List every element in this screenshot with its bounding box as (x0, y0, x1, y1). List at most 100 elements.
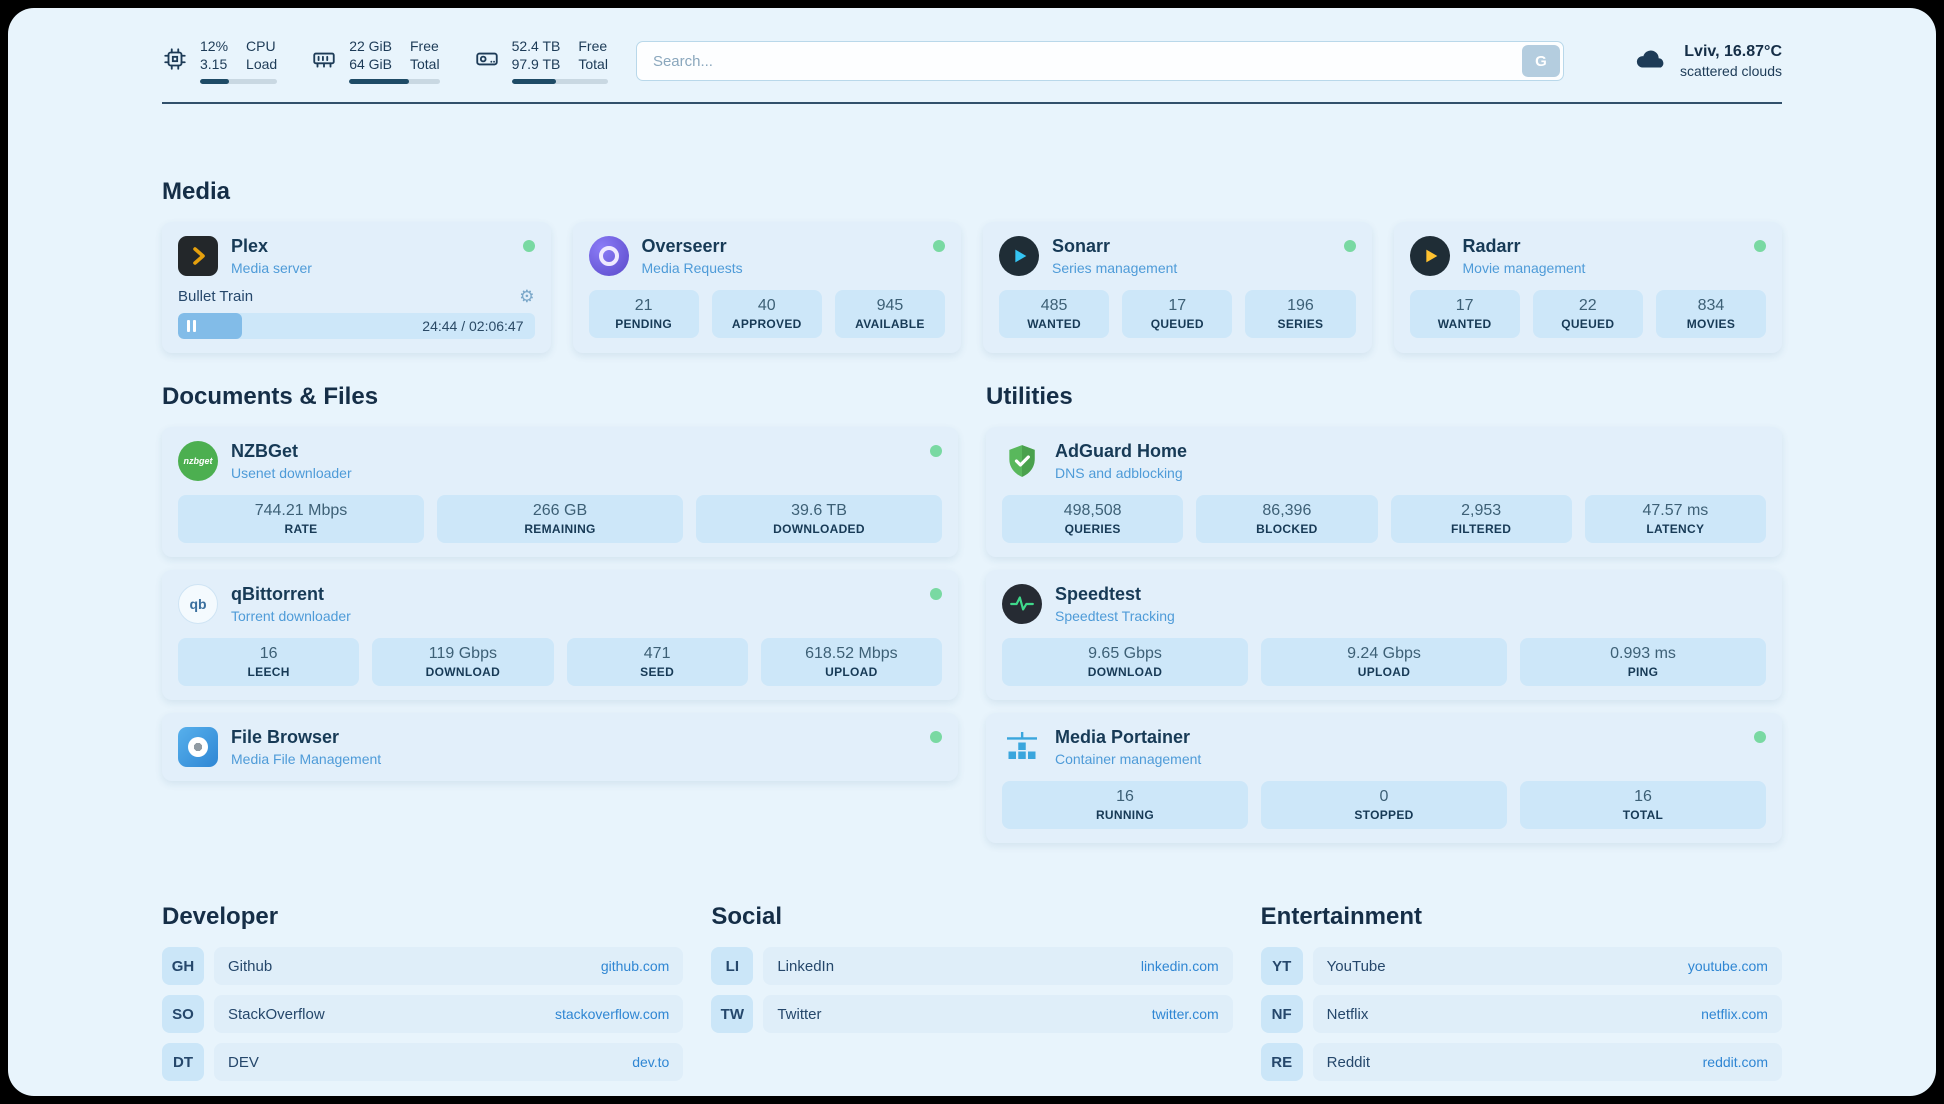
service-name: NZBGet (231, 441, 298, 461)
overseerr-icon (588, 236, 629, 276)
bookmark-netflix[interactable]: NF Netflix netflix.com (1260, 995, 1782, 1033)
section-media: Media Plex Media server (162, 178, 1782, 353)
stat-value: 9.65 Gbps (1088, 645, 1162, 662)
section-utilities: Utilities AdGu (986, 383, 1782, 843)
speedtest-icon (1002, 584, 1042, 624)
service-card-sonarr[interactable]: Sonarr Series management 485 WANTED 17 Q… (983, 222, 1372, 353)
stat-filtered: 2,953 FILTERED (1390, 495, 1572, 543)
service-card-adguard[interactable]: AdGuard Home DNS and adblocking 498,508 … (986, 427, 1782, 557)
service-card-plex[interactable]: Plex Media server Bullet Train ⚙ (162, 222, 551, 353)
card-titles-sonarr: Sonarr Series management (1052, 236, 1331, 276)
playback-progress-bar[interactable]: 24:44 / 02:06:47 (178, 313, 535, 339)
stat-value: 22 (1578, 297, 1597, 314)
service-card-nzbget[interactable]: nzbget NZBGet Usenet downloader 744.21 M… (162, 427, 958, 557)
cpu-progress-fill (200, 79, 230, 84)
search-engine-button[interactable]: G (1522, 45, 1560, 77)
nzbget-icon: nzbget (178, 441, 218, 481)
card-head-sonarr: Sonarr Series management (999, 236, 1356, 276)
filebrowser-icon (178, 727, 218, 767)
bookmark-url[interactable]: youtube.com (1687, 958, 1768, 974)
bookmark-url[interactable]: github.com (600, 958, 670, 974)
ram-total-label: Total (410, 56, 440, 72)
stat-label: LEECH (247, 665, 290, 679)
service-subtitle: Media File Management (231, 751, 382, 767)
nzbget-stats: 744.21 Mbps RATE 266 GB REMAINING 39.6 T… (178, 495, 942, 543)
bookmark-reddit[interactable]: RE Reddit reddit.com (1260, 1043, 1782, 1081)
disk-free-label: Free (578, 38, 608, 54)
service-subtitle: Speedtest Tracking (1055, 608, 1175, 624)
gear-icon[interactable]: ⚙ (519, 287, 535, 306)
service-subtitle: Torrent downloader (231, 608, 351, 624)
service-card-portainer[interactable]: Media Portainer Container management 16 … (986, 713, 1782, 843)
cpu-widget-body: 12% CPU 3.15 Load (200, 38, 278, 84)
service-card-radarr[interactable]: Radarr Movie management 17 WANTED 22 QUE… (1393, 222, 1782, 353)
section-title-utilities: Utilities (986, 383, 1073, 410)
bookmark-dev[interactable]: DT DEV dev.to (162, 1043, 684, 1081)
bookmark-linkedin[interactable]: LI LinkedIn linkedin.com (711, 947, 1233, 985)
bookmark-url[interactable]: netflix.com (1701, 1006, 1768, 1022)
weather-location: Lviv, 16.87°C (1684, 43, 1782, 60)
service-card-filebrowser[interactable]: File Browser Media File Management (162, 713, 958, 781)
service-subtitle: Usenet downloader (231, 465, 352, 481)
disk-total-value: 97.9 TB (511, 56, 561, 72)
stat-queued: 17 QUEUED (1122, 290, 1233, 338)
portainer-icon (1002, 727, 1042, 767)
bookmark-name: StackOverflow (228, 1005, 325, 1023)
bookmark-url[interactable]: twitter.com (1151, 1006, 1219, 1022)
bookmark-url[interactable]: stackoverflow.com (554, 1006, 670, 1022)
bookmark-url[interactable]: reddit.com (1702, 1054, 1768, 1070)
qbittorrent-stats: 16 LEECH 119 Gbps DOWNLOAD 471 SEED (178, 638, 942, 686)
card-head-adguard: AdGuard Home DNS and adblocking (1002, 441, 1766, 481)
stat-blocked: 86,396 BLOCKED (1196, 495, 1378, 543)
stat-label: WANTED (1437, 317, 1492, 331)
bookmark-name: YouTube (1326, 957, 1386, 975)
bookmark-twitter[interactable]: TW Twitter twitter.com (711, 995, 1233, 1033)
ram-total-value: 64 GiB (349, 56, 392, 72)
stat-label: STOPPED (1354, 808, 1414, 822)
stat-value: 945 (876, 297, 904, 314)
stat-value: 0.993 ms (1610, 645, 1676, 662)
cpu-load-value: 3.15 (200, 56, 228, 72)
service-card-speedtest[interactable]: Speedtest Speedtest Tracking 9.65 Gbps D… (986, 570, 1782, 700)
service-card-overseerr[interactable]: Overseerr Media Requests 21 PENDING 40 A… (572, 222, 961, 353)
section-title-entertainment: Entertainment (1260, 903, 1423, 930)
service-subtitle: DNS and adblocking (1055, 465, 1183, 481)
stat-value: 17 (1168, 297, 1187, 314)
card-head-qbittorrent: qb qBittorrent Torrent downloader (178, 584, 942, 624)
section-title-documents: Documents & Files (162, 383, 379, 410)
bookmark-url[interactable]: dev.to (632, 1054, 670, 1070)
stat-downloaded: 39.6 TB DOWNLOADED (696, 495, 942, 543)
bookmark-abbr: YT (1260, 947, 1303, 985)
stat-value: 17 (1455, 297, 1474, 314)
service-card-qbittorrent[interactable]: qb qBittorrent Torrent downloader 16 LEE… (162, 570, 958, 700)
system-widgets: 12% CPU 3.15 Load (162, 38, 608, 84)
stat-value: 266 GB (532, 502, 588, 519)
stat-approved: 40 APPROVED (711, 290, 822, 338)
bookmark-name: Netflix (1326, 1005, 1369, 1023)
card-head-plex: Plex Media server (178, 236, 535, 276)
section-title-media: Media (162, 178, 231, 205)
search-input[interactable] (635, 41, 1564, 81)
stat-label: SERIES (1277, 317, 1324, 331)
bookmarks-section: Developer GH Github github.com SO StackO… (162, 903, 1782, 1081)
bookmark-github[interactable]: GH Github github.com (162, 947, 684, 985)
stat-value: 16 (259, 645, 278, 662)
bookmark-url[interactable]: linkedin.com (1140, 958, 1219, 974)
stat-label: QUERIES (1064, 522, 1121, 536)
stat-upload: 9.24 Gbps UPLOAD (1261, 638, 1507, 686)
stat-label: TOTAL (1622, 808, 1664, 822)
card-head-speedtest: Speedtest Speedtest Tracking (1002, 584, 1766, 624)
pause-icon[interactable] (187, 320, 196, 332)
service-name: Speedtest (1055, 584, 1142, 604)
stat-ping: 0.993 ms PING (1520, 638, 1766, 686)
ram-widget-body: 22 GiB Free 64 GiB Total (349, 38, 440, 84)
stat-value: 86,396 (1262, 502, 1312, 519)
status-dot (522, 240, 535, 252)
bookmark-pill: YouTube youtube.com (1312, 947, 1782, 985)
bookmark-youtube[interactable]: YT YouTube youtube.com (1260, 947, 1782, 985)
bookmark-stackoverflow[interactable]: SO StackOverflow stackoverflow.com (162, 995, 684, 1033)
stat-value: 16 (1634, 788, 1652, 805)
stat-value: 2,953 (1461, 502, 1502, 519)
card-head-overseerr: Overseerr Media Requests (588, 236, 945, 276)
topbar: 12% CPU 3.15 Load (162, 8, 1782, 84)
